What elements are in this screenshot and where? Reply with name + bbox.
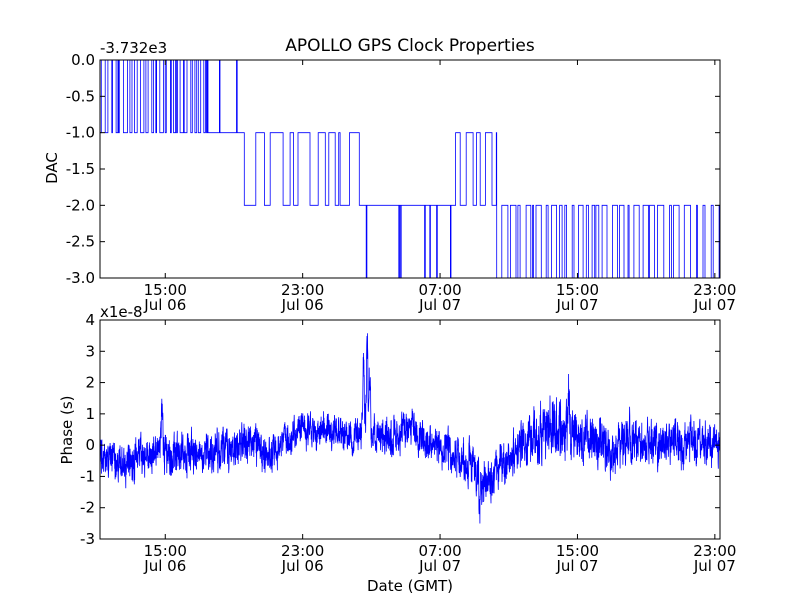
dac-series-line [100, 60, 720, 278]
phase-series-path [100, 333, 720, 524]
dac-offset-label: -3.732e3 [100, 39, 167, 57]
phase-xtick-label-time: 15:00 [144, 542, 187, 560]
dac-xtick-label-date: Jul 06 [143, 296, 186, 314]
dac-xtick-label-time: 23:00 [693, 281, 736, 299]
phase-xtick-label-date: Jul 06 [143, 557, 186, 575]
dac-ytick-label: -1.0 [66, 124, 95, 142]
phase-ytick-label: 0 [85, 436, 95, 454]
dac-xtick-label-date: Jul 07 [693, 296, 736, 314]
phase-xtick-label-time: 23:00 [693, 542, 736, 560]
dac-xtick-label-date: Jul 07 [555, 296, 598, 314]
dac-series-path [100, 60, 720, 278]
phase-xtick-label-date: Jul 07 [418, 557, 461, 575]
dac-ylabel: DAC [43, 152, 61, 184]
phase-ytick-label: -3 [80, 530, 95, 548]
figure-title: APOLLO GPS Clock Properties [285, 36, 535, 56]
phase-ytick-label: 2 [85, 374, 95, 392]
phase-xtick-label-time: 15:00 [556, 542, 599, 560]
phase-ytick-label: -2 [80, 499, 95, 517]
dac-xtick-label-date: Jul 06 [281, 296, 324, 314]
phase-ytick-label: -1 [80, 467, 95, 485]
dac-ytick-label: -0.5 [66, 87, 95, 105]
dac-panel: -3.732e3 DAC 0.0 -0.5 -1.0 -1.5 -2.0 -2.5 -3.0… [43, 39, 736, 314]
phase-offset-label: x1e-8 [100, 303, 143, 321]
phase-series-line [100, 333, 720, 524]
dac-xtick-label-time: 07:00 [418, 281, 461, 299]
phase-xtick-label-date: Jul 06 [281, 557, 324, 575]
dac-ytick-label: -2.0 [66, 196, 95, 214]
dac-ytick-label: 0.0 [71, 51, 95, 69]
phase-xtick-label-time: 23:00 [281, 542, 324, 560]
dac-xtick-label-date: Jul 07 [418, 296, 461, 314]
dac-ytick-label: -2.5 [66, 233, 95, 251]
phase-xtick-label-time: 07:00 [418, 542, 461, 560]
dac-ytick-label: -1.5 [66, 160, 95, 178]
phase-xlabel: Date (GMT) [367, 577, 453, 595]
dac-ytick-label: -3.0 [66, 269, 95, 287]
phase-xtick-label-date: Jul 07 [555, 557, 598, 575]
phase-ytick-label: 1 [85, 405, 95, 423]
dac-xtick-label-time: 15:00 [144, 281, 187, 299]
phase-axes-frame [99, 319, 721, 540]
dac-xtick-label-time: 15:00 [556, 281, 599, 299]
phase-ylabel: Phase (s) [58, 395, 76, 464]
phase-ytick-label: 4 [85, 311, 95, 329]
phase-xtick-label-date: Jul 07 [693, 557, 736, 575]
phase-ytick-label: 3 [85, 342, 95, 360]
dac-xtick-label-time: 23:00 [281, 281, 324, 299]
